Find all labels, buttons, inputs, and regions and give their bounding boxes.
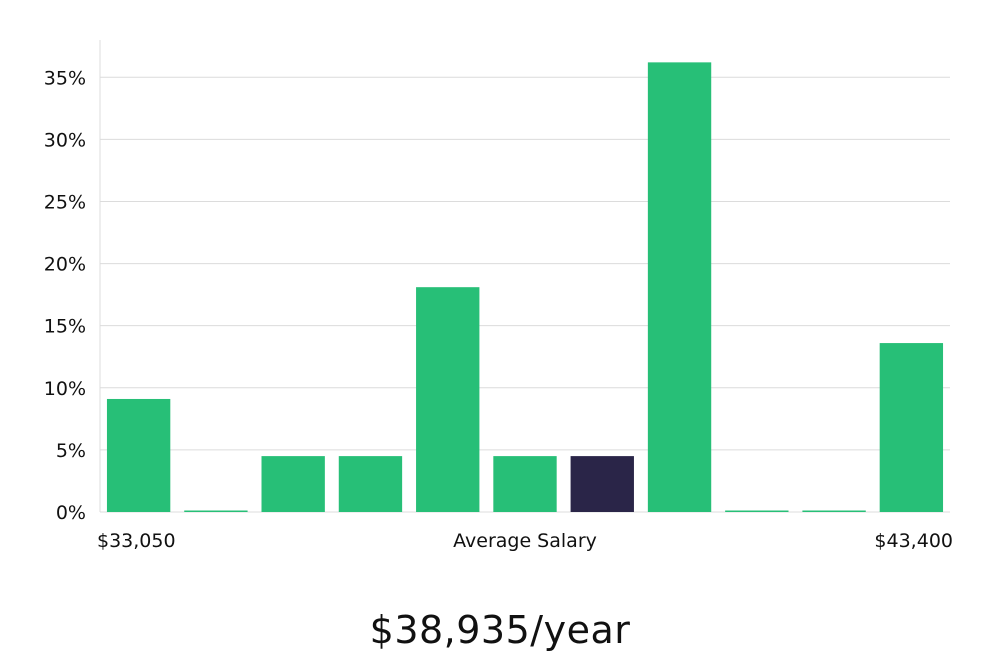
bar (416, 287, 480, 512)
bar (493, 456, 557, 512)
y-tick-label: 0% (56, 502, 86, 524)
bar (106, 398, 171, 512)
bar (647, 62, 712, 513)
x-axis-title: Average Salary (453, 530, 597, 552)
bar-highlighted (570, 456, 634, 512)
grid-layer (100, 76, 950, 513)
y-tick-label: 30% (44, 129, 86, 151)
y-tick-label: 35% (44, 67, 86, 89)
y-tick-label: 10% (44, 378, 86, 400)
bar (879, 343, 944, 512)
bar (725, 510, 789, 512)
x-axis-max-label: $43,400 (874, 530, 953, 552)
bars-layer (106, 62, 944, 513)
salary-distribution-chart: 0% 5% 10% 15% 20% 25% 30% 35% $33,050 Average S… (44, 40, 953, 552)
x-axis-min-label: $33,050 (97, 530, 176, 552)
bar (802, 510, 866, 512)
average-salary-value: $38,935/year (369, 608, 631, 652)
y-tick-label: 5% (56, 440, 86, 462)
y-axis-ticks: 0% 5% 10% 15% 20% 25% 30% 35% (44, 67, 86, 524)
bar (338, 456, 403, 512)
bar (184, 510, 248, 512)
bar (261, 456, 325, 512)
y-tick-label: 25% (44, 191, 86, 213)
y-tick-label: 20% (44, 254, 86, 276)
y-tick-label: 15% (44, 316, 86, 338)
